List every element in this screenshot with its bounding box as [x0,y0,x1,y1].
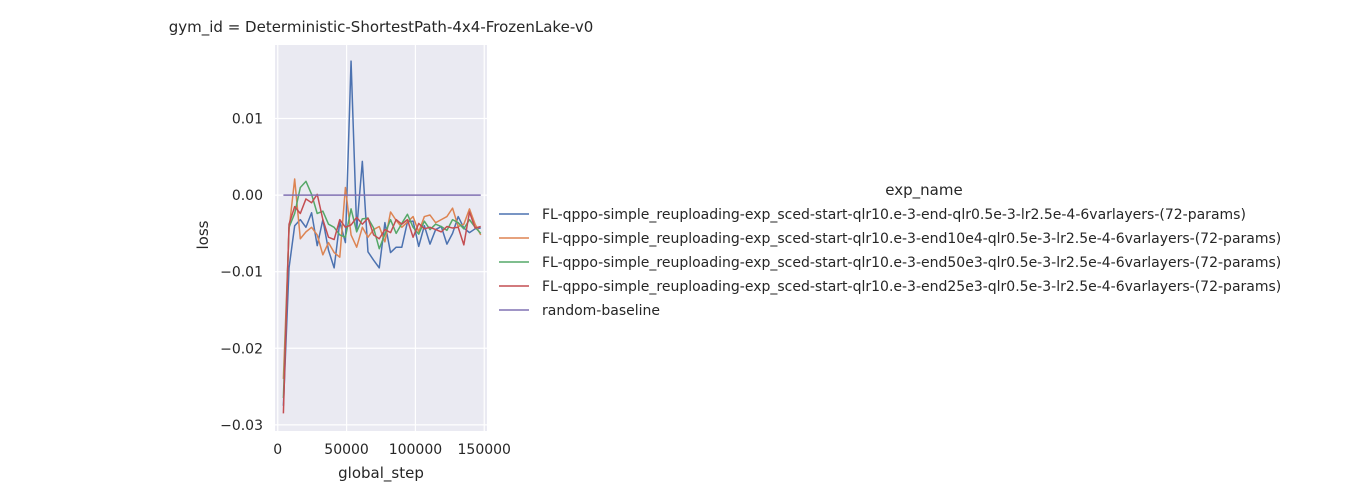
x-axis-label: global_step [338,464,424,483]
legend-entry: FL-qppo-simple_reuploading-exp_sced-star… [542,231,1281,247]
legend-entry: FL-qppo-simple_reuploading-exp_sced-star… [542,255,1281,271]
x-tick-label: 50000 [324,442,369,458]
y-tick-label: 0.00 [232,188,263,204]
series-line-3 [282,180,482,399]
y-tick-label: −0.01 [220,265,263,281]
chart-title: gym_id = Deterministic-ShortestPath-4x4-… [169,18,594,37]
plot-area: 0 50000 100000 150000 −0.03 −0.02 −0.01 0.00 0.0… [220,45,511,458]
y-tick-label: −0.02 [220,341,263,357]
x-tick-label: 100000 [389,442,442,458]
y-tick-label: 0.01 [232,112,263,128]
y-tick-label: −0.03 [220,418,263,434]
legend-entry: random-baseline [542,303,660,319]
x-tick-label: 150000 [458,442,511,458]
x-tick-label: 0 [273,442,282,458]
legend-title: exp_name [885,181,962,200]
series-line-1 [282,60,481,406]
legend-entry: FL-qppo-simple_reuploading-exp_sced-star… [542,207,1246,223]
legend: exp_name FL-qppo-simple_reuploading-exp_… [499,181,1281,319]
plot-background [275,45,487,431]
legend-entry: FL-qppo-simple_reuploading-exp_sced-star… [542,279,1281,295]
y-axis-label: loss [194,220,212,249]
